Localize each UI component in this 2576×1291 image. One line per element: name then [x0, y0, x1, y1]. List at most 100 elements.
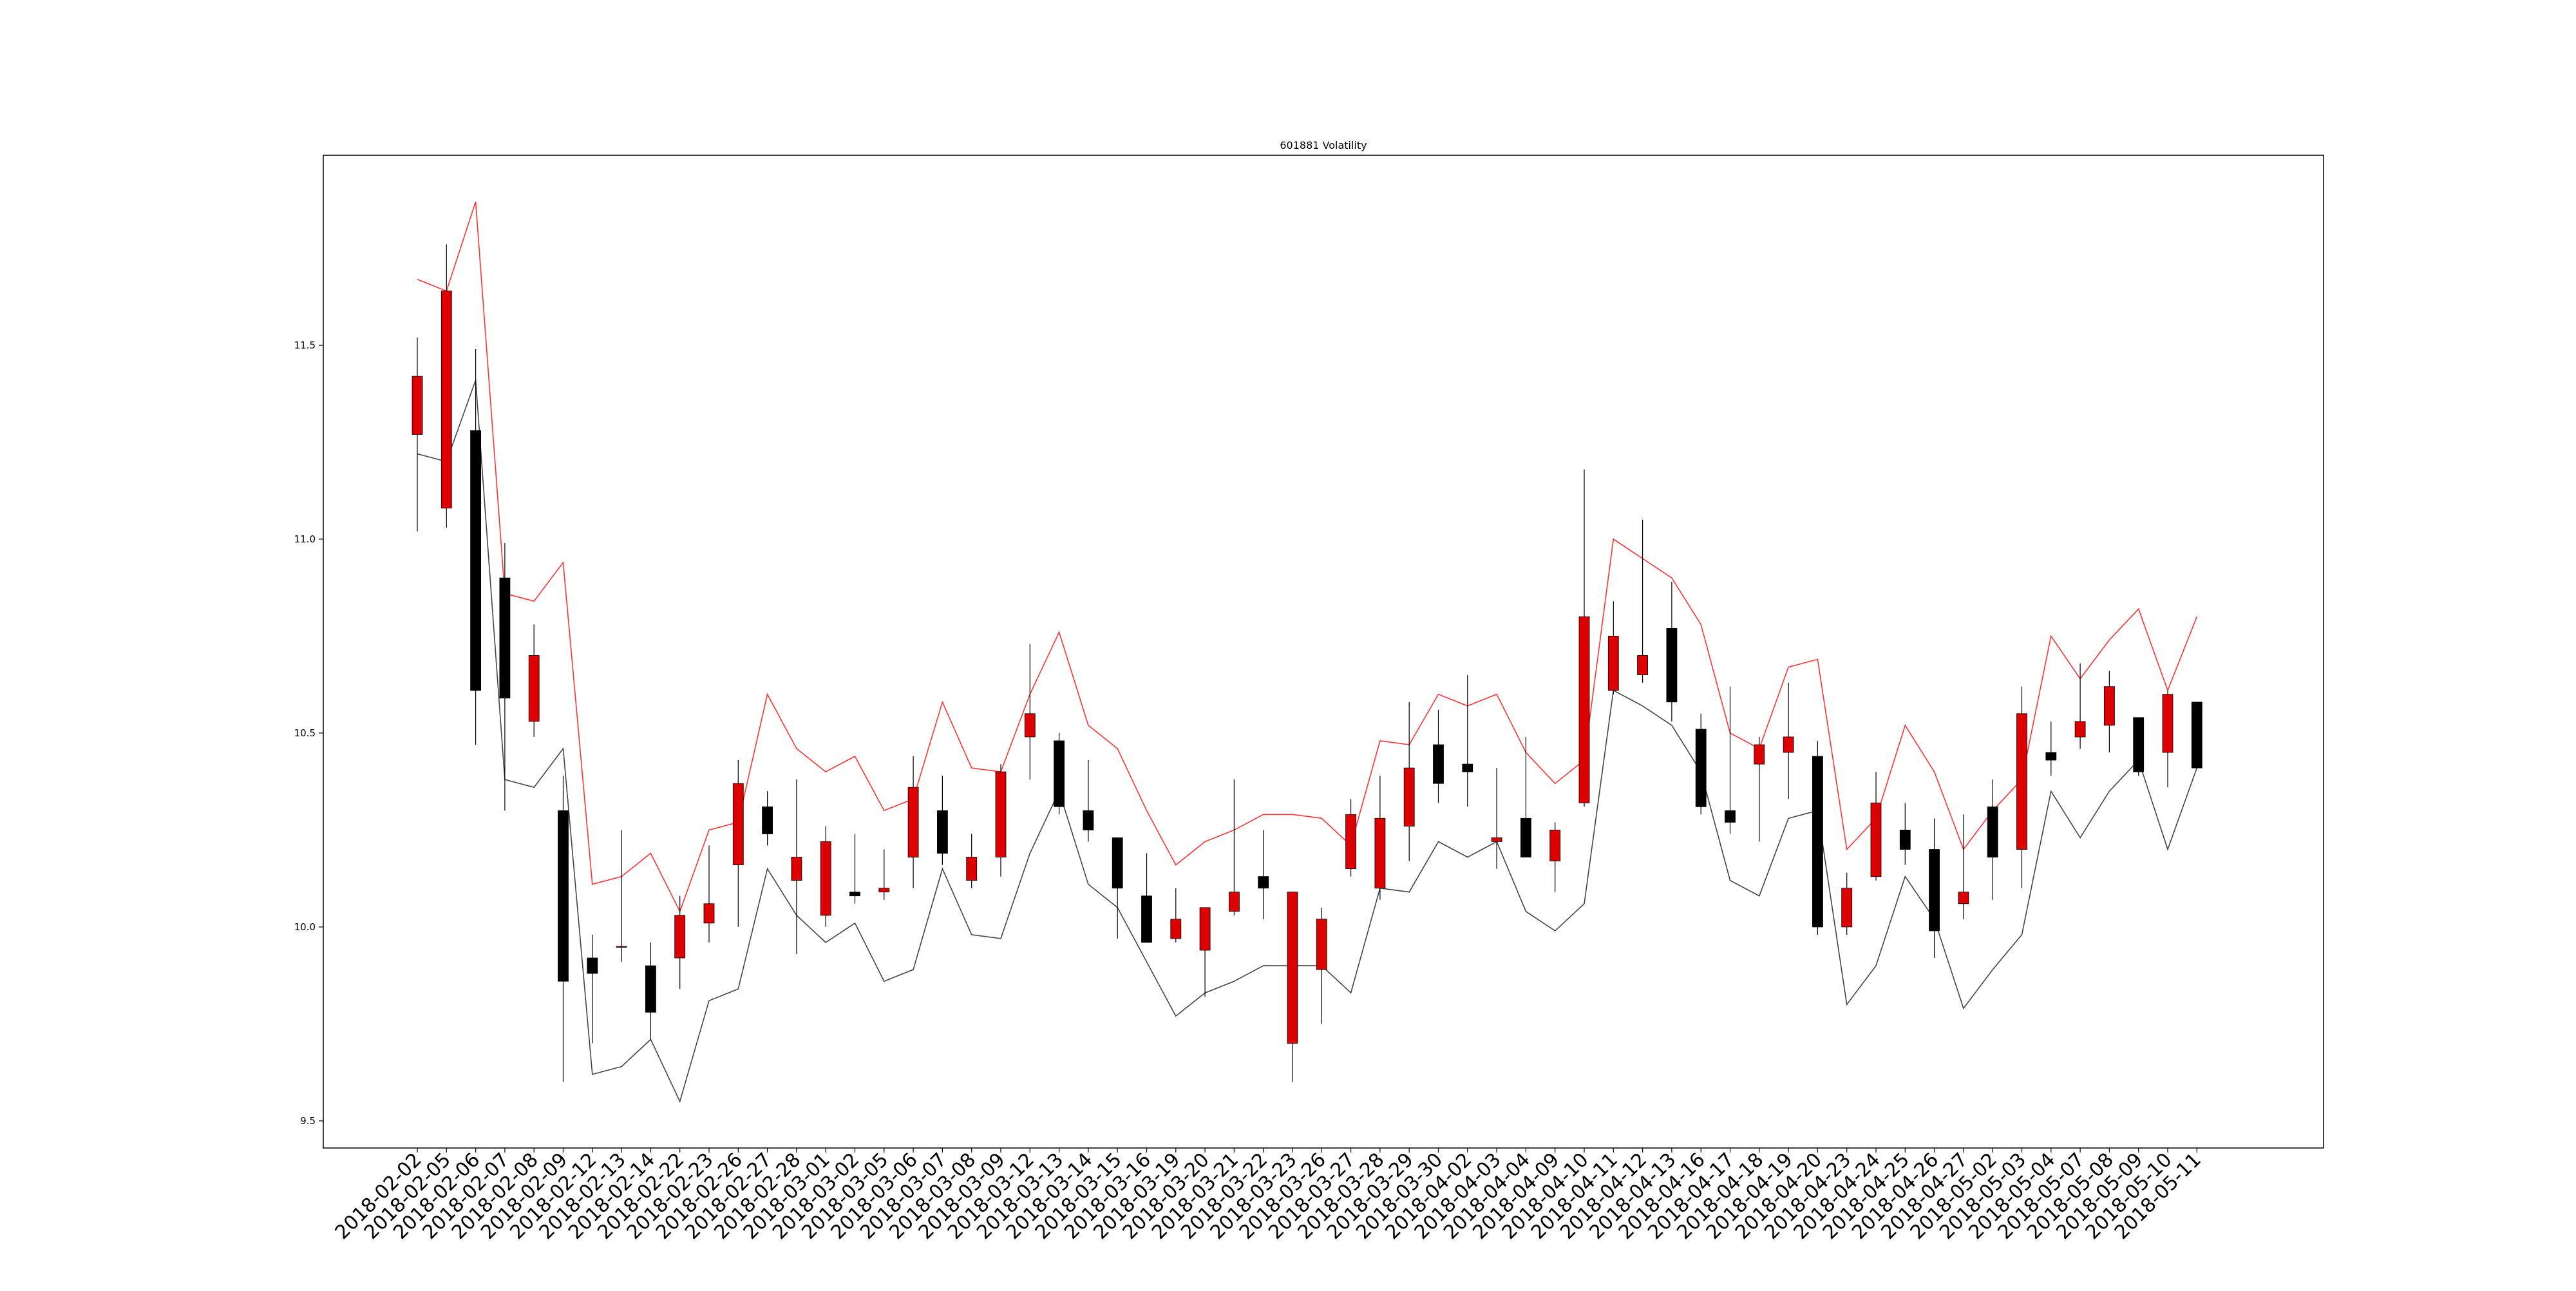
candle-body	[1112, 837, 1123, 889]
candle	[1024, 644, 1036, 780]
candle	[2191, 702, 2202, 769]
candle-body	[937, 810, 948, 854]
candle-body	[1083, 810, 1094, 830]
y-tick-label: 11.0	[294, 533, 316, 545]
candle-body	[1520, 818, 1531, 857]
candle-body	[616, 946, 627, 948]
candle	[674, 895, 686, 990]
candle	[1783, 682, 1794, 799]
candle	[1899, 803, 1911, 865]
candle	[1433, 709, 1444, 803]
candle	[1929, 818, 1940, 958]
candle-body	[1141, 895, 1152, 943]
candle-body	[528, 655, 540, 722]
candle-body	[674, 915, 686, 959]
candle	[937, 776, 948, 865]
candle	[1287, 892, 1298, 1082]
chart-title: 601881 Volatility	[1280, 139, 1367, 151]
candle-body	[1725, 810, 1736, 823]
candle-body	[2103, 686, 2115, 726]
y-tick-label: 11.5	[294, 339, 316, 351]
candle-body	[1403, 767, 1415, 827]
candle-body	[412, 376, 423, 435]
candle	[703, 845, 715, 942]
candle	[616, 830, 627, 962]
candle	[528, 624, 540, 737]
candle-body	[1812, 756, 1823, 928]
candle-body	[1958, 892, 1969, 904]
candle-body	[1841, 888, 1853, 928]
candle	[1491, 768, 1502, 869]
candle	[878, 849, 890, 900]
candle	[762, 791, 773, 846]
y-tick-label: 10.0	[294, 921, 316, 933]
candle-body	[762, 806, 773, 834]
candle	[499, 543, 511, 811]
candle-body	[791, 857, 802, 881]
candle	[820, 826, 831, 927]
candle	[645, 942, 656, 1040]
candle-body	[1870, 802, 1882, 877]
candle-body	[1054, 740, 1065, 807]
candle-body	[1899, 830, 1911, 850]
candle-body	[1783, 736, 1794, 753]
candle-body	[2191, 702, 2202, 769]
candle-body	[2162, 694, 2174, 753]
candle-body	[1637, 655, 1649, 676]
candle	[1987, 779, 1998, 900]
candle-body	[1229, 892, 1240, 912]
candle	[1112, 837, 1123, 939]
candle	[2162, 690, 2174, 788]
upper-band-line	[417, 201, 2198, 913]
candle	[2074, 663, 2086, 749]
candle	[2133, 717, 2145, 776]
y-tick-label: 10.5	[294, 727, 316, 739]
y-tick-label: 9.5	[300, 1115, 316, 1127]
candle	[966, 834, 978, 888]
candle	[1170, 888, 1182, 942]
candle-body	[1578, 616, 1590, 803]
candle-body	[499, 577, 511, 699]
candle-body	[1287, 892, 1298, 1044]
candle-body	[820, 841, 831, 916]
candle	[1725, 686, 1736, 834]
candle	[791, 779, 802, 954]
candle	[558, 776, 569, 1082]
candle	[1345, 799, 1357, 877]
candle-layer	[412, 244, 2202, 1082]
candle-body	[966, 857, 978, 881]
candle	[1316, 907, 1327, 1024]
candle	[732, 760, 744, 927]
candle-body	[1374, 818, 1386, 889]
candle	[587, 934, 598, 1044]
candle	[1083, 760, 1094, 842]
candle-body	[1695, 729, 1707, 807]
candle	[1403, 702, 1415, 861]
candle-body	[878, 888, 890, 893]
candle	[2016, 686, 2027, 888]
candle	[1637, 519, 1649, 683]
candle	[412, 337, 423, 531]
axis-layer: 9.510.010.511.011.52018-02-022018-02-052…	[294, 339, 2206, 1244]
candle-body	[1170, 919, 1182, 939]
candle	[1666, 582, 1678, 722]
plot-frame	[323, 155, 2324, 1149]
candle-body	[1462, 763, 1473, 772]
candle-body	[2016, 713, 2027, 850]
candle	[995, 764, 1007, 877]
candle-body	[645, 965, 656, 1013]
candle	[1520, 736, 1531, 857]
candle-body	[2133, 717, 2145, 772]
candle-body	[587, 957, 598, 974]
candle-body	[2074, 721, 2086, 738]
candle-body	[995, 771, 1007, 857]
band-layer	[417, 201, 2198, 1104]
lower-band-line	[417, 379, 2198, 1104]
candle-body	[1433, 744, 1444, 784]
candle-body	[849, 892, 860, 897]
candle-body	[2045, 752, 2057, 761]
candle	[1199, 907, 1211, 997]
candle-body	[1987, 806, 1998, 858]
candle-body	[732, 783, 744, 865]
